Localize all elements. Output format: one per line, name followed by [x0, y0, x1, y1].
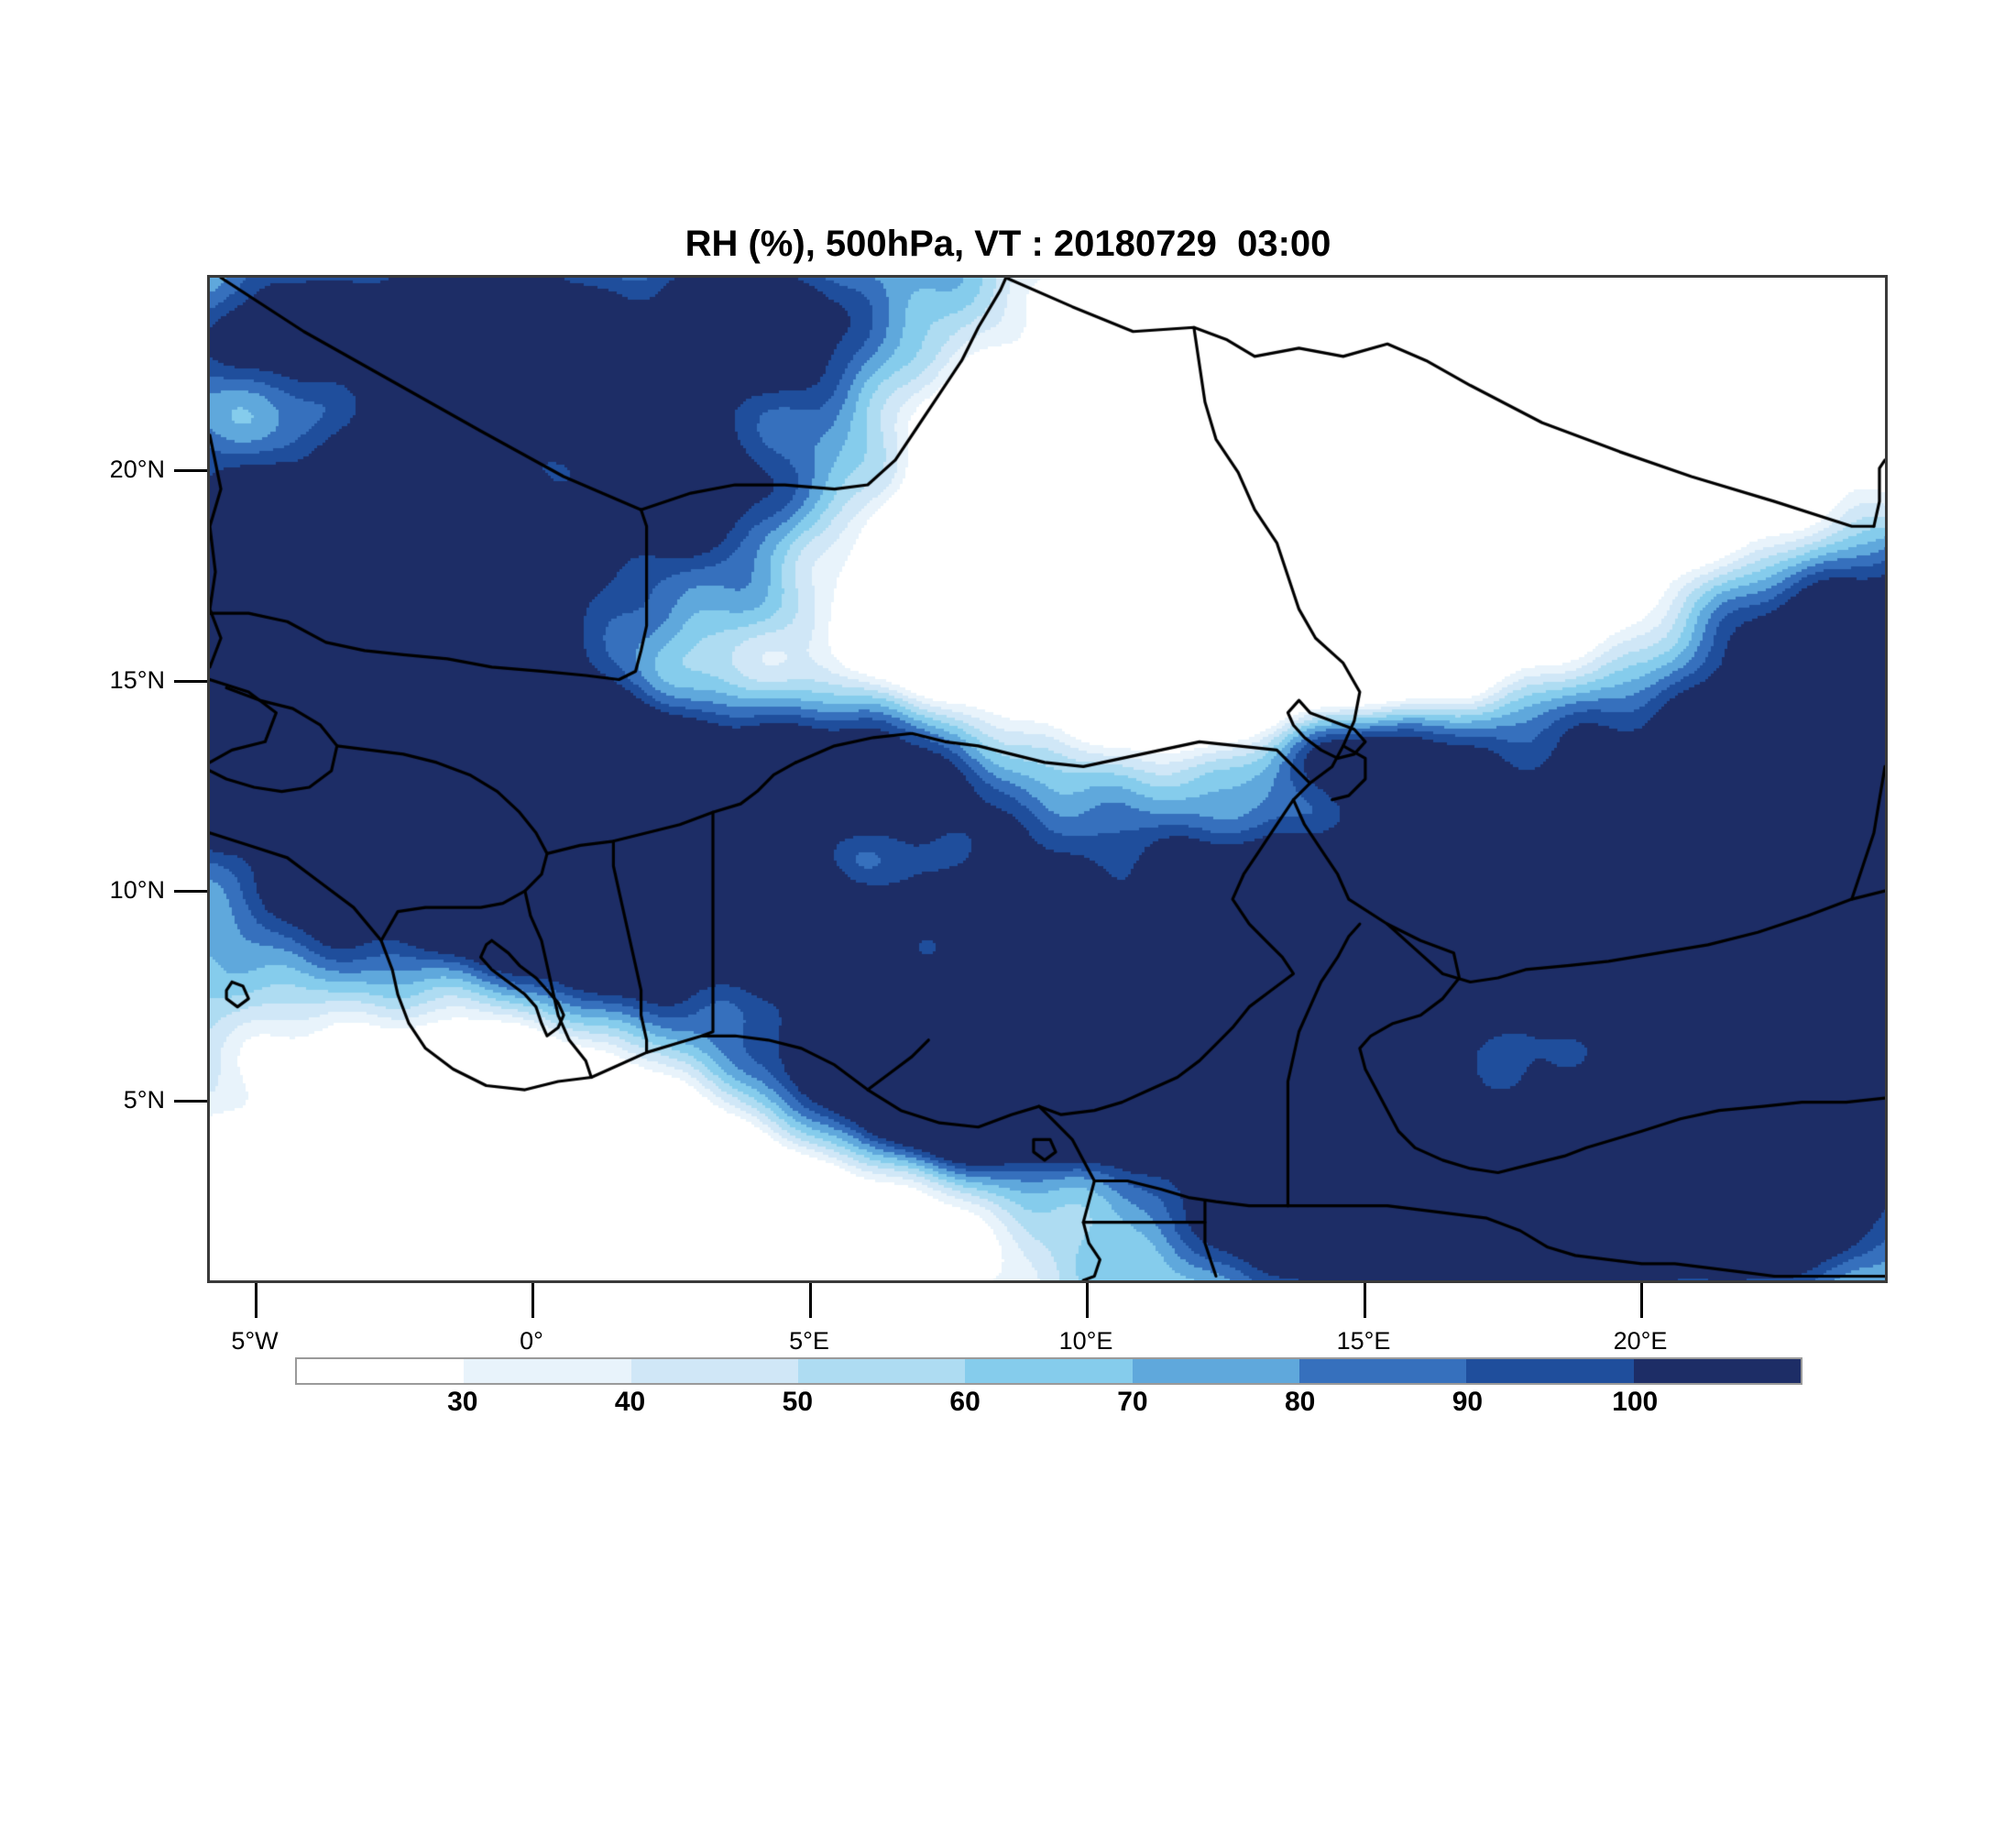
colorbar-band->100 [1633, 1359, 1801, 1383]
colorbar-band-90-100 [1466, 1359, 1634, 1383]
colorbar-label-90: 90 [1452, 1387, 1484, 1417]
lat-label-20n: 20°N [109, 456, 165, 483]
lon-label-10e: 10°E [1058, 1327, 1113, 1355]
colorbar-label-100: 100 [1612, 1387, 1659, 1417]
colorbar-band-80-90 [1298, 1359, 1467, 1383]
lon-label-5w: 5°W [231, 1327, 279, 1355]
colorbar-label-30: 30 [447, 1387, 478, 1417]
lat-label-5n: 5°N [123, 1086, 165, 1114]
lon-label-0: 0° [520, 1327, 543, 1355]
lon-tick-20e [1640, 1283, 1643, 1318]
lon-label-5e: 5°E [789, 1327, 829, 1355]
rh-contour-field [210, 278, 1885, 1280]
map-plot-area[interactable] [207, 275, 1888, 1283]
colorbar-band-50-60 [797, 1359, 966, 1383]
lon-tick-15e [1364, 1283, 1366, 1318]
colorbar-label-60: 60 [949, 1387, 981, 1417]
lat-label-15n: 15°N [109, 666, 165, 694]
colorbar-band-<30 [297, 1359, 465, 1383]
lon-tick-10e [1086, 1283, 1089, 1318]
colorbar-label-70: 70 [1117, 1387, 1148, 1417]
lat-label-10n: 10°N [109, 876, 165, 904]
lat-tick-5n [174, 1100, 207, 1103]
colorbar-label-40: 40 [614, 1387, 646, 1417]
colorbar[interactable] [295, 1357, 1802, 1385]
colorbar-band-30-40 [464, 1359, 631, 1383]
lon-label-20e: 20°E [1613, 1327, 1668, 1355]
lat-tick-20n [174, 469, 207, 472]
lon-tick-5e [809, 1283, 812, 1318]
lon-tick-5w [255, 1283, 257, 1318]
page-title: RH (%), 500hPa, VT : 20180729 03:00 [685, 224, 1331, 264]
lon-label-15e: 15°E [1336, 1327, 1391, 1355]
colorbar-band-60-70 [965, 1359, 1133, 1383]
lon-tick-0 [531, 1283, 534, 1318]
colorbar-label-80: 80 [1284, 1387, 1316, 1417]
colorbar-label-50: 50 [782, 1387, 814, 1417]
lat-tick-15n [174, 680, 207, 683]
lat-tick-10n [174, 890, 207, 893]
colorbar-band-70-80 [1132, 1359, 1299, 1383]
colorbar-band-40-50 [630, 1359, 798, 1383]
